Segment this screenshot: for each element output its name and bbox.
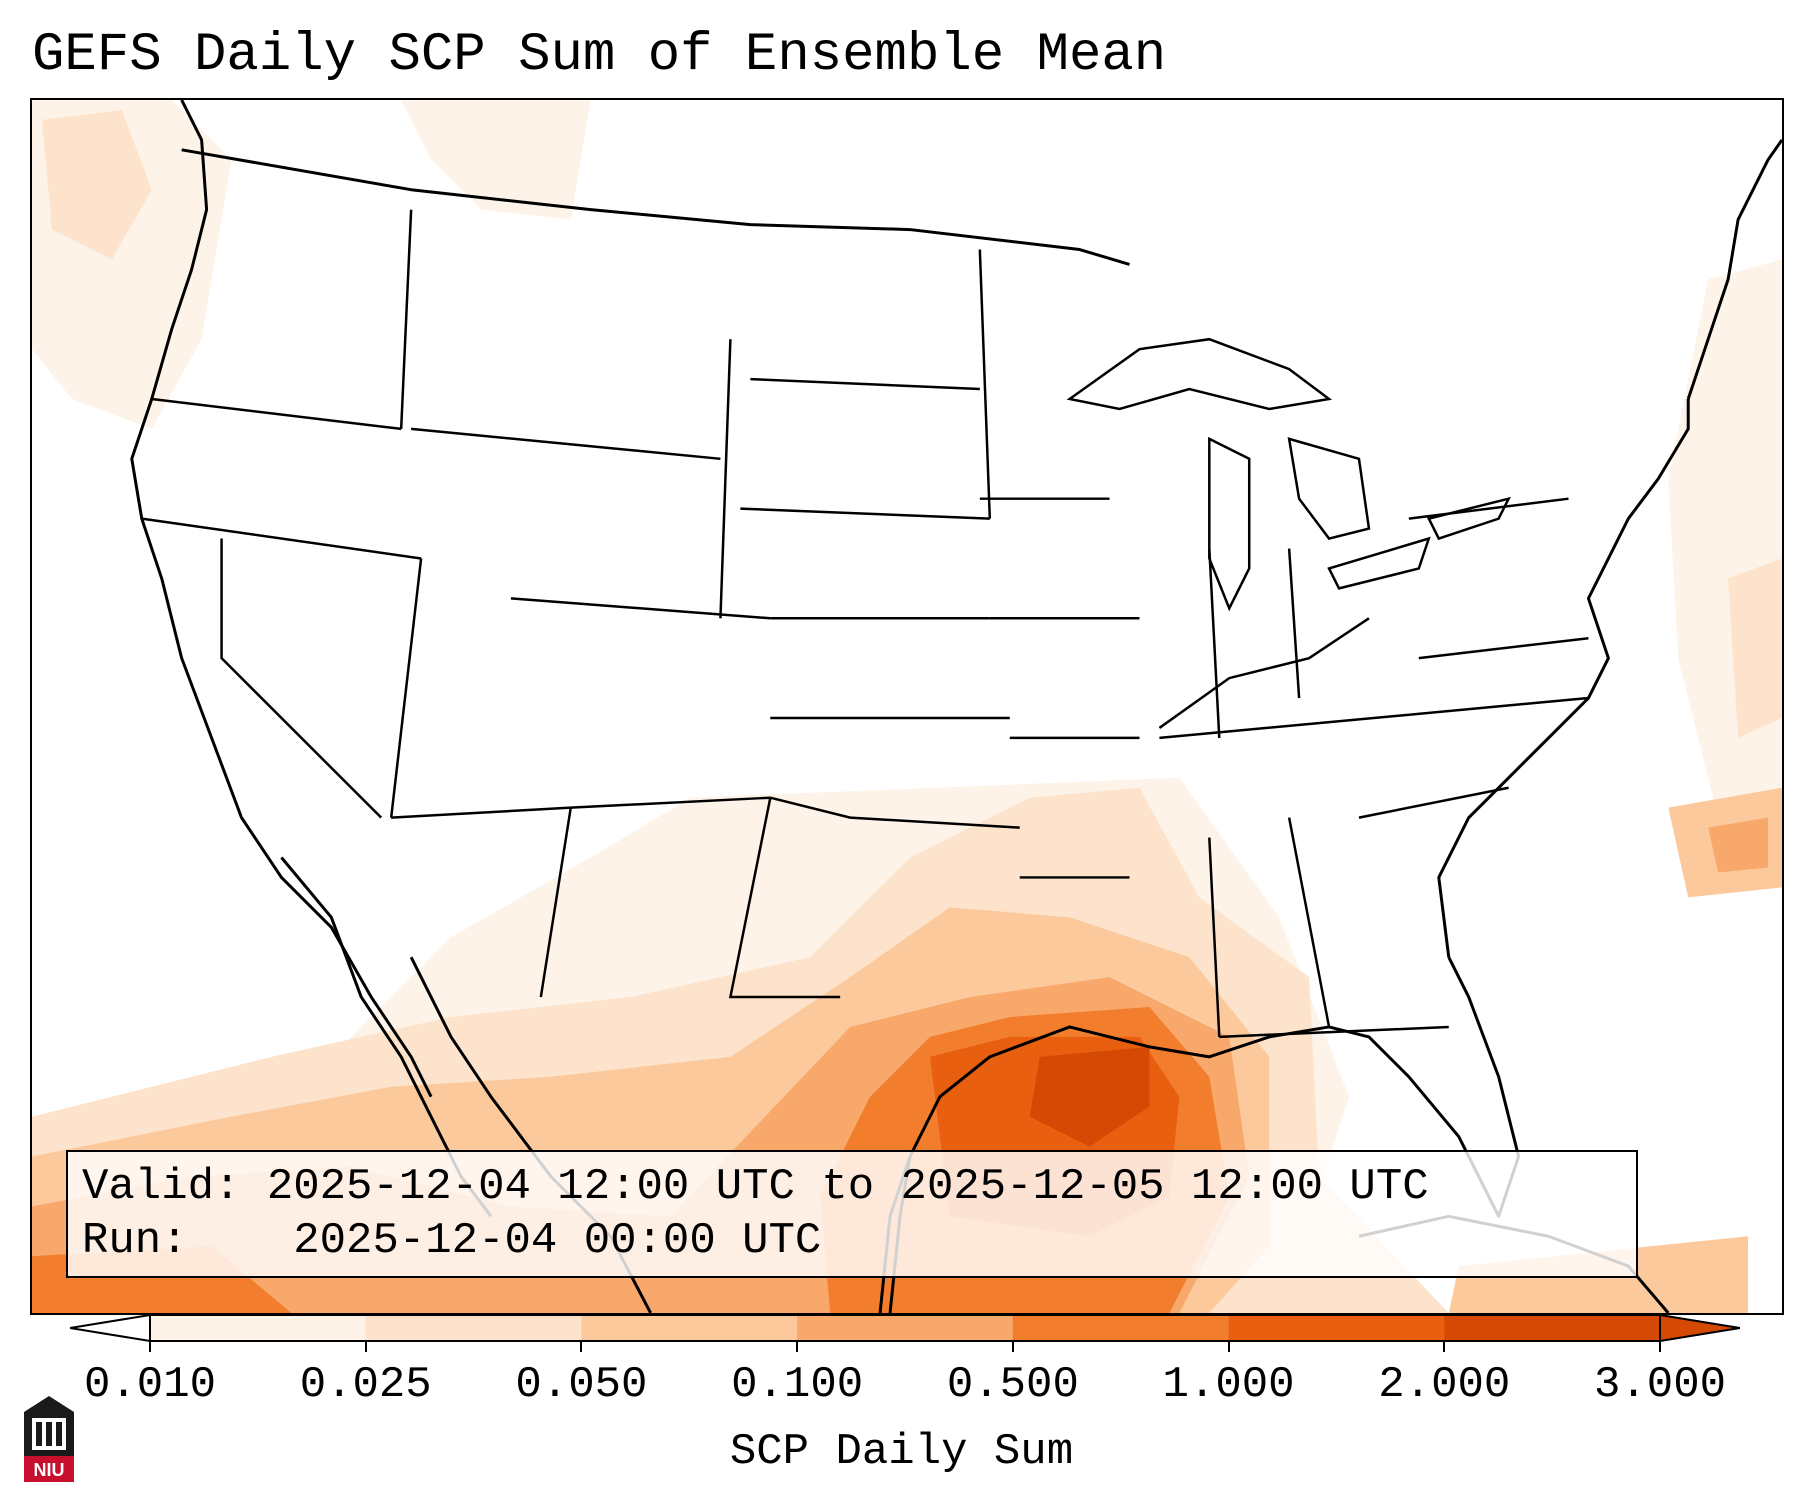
- run-row: Run: 2025-12-04 00:00 UTC: [82, 1214, 1622, 1268]
- border-in-oh: [1287, 548, 1301, 699]
- border-ohio-river: [1158, 617, 1370, 729]
- colorbar-segment: [1012, 1315, 1230, 1341]
- colorbar-tick-mark: [580, 1340, 583, 1352]
- colorbar-tick-mark: [796, 1340, 799, 1352]
- border-il-in: [1208, 548, 1221, 738]
- border-ga-fl: [1219, 1025, 1449, 1039]
- lake-michigan: [1208, 436, 1251, 612]
- border-wa-or: [151, 397, 402, 431]
- colorbar-extend-low: [69, 1313, 151, 1343]
- scp-map: [32, 100, 1782, 1313]
- great-lakes: [1066, 337, 1511, 612]
- field-pacific-nw-inner: [41, 109, 152, 260]
- colorbar-segment: [150, 1315, 367, 1341]
- colorbar: [69, 1313, 1741, 1343]
- lake-erie: [1327, 536, 1431, 590]
- colorbar-segment: [365, 1315, 582, 1341]
- valid-label: Valid:: [82, 1162, 241, 1212]
- field-east-atlantic: [1668, 259, 1782, 818]
- colorbar-tick-label: 0.050: [515, 1360, 648, 1410]
- field-atlantic-se-core: [1708, 817, 1769, 873]
- colorbar-segment: [581, 1315, 798, 1341]
- border-al-ga: [1287, 817, 1331, 1028]
- border-sd-ne: [740, 507, 990, 520]
- us-canada-border: [181, 148, 1130, 266]
- gulf-coast: [888, 956, 1521, 1313]
- border-ca-nv: [220, 538, 383, 819]
- border-mt-wy: [411, 427, 721, 461]
- colorbar-tick-label: 1.000: [1162, 1360, 1295, 1410]
- border-or-ca: [141, 517, 422, 560]
- field-north-canada: [401, 100, 591, 220]
- chart-title: GEFS Daily SCP Sum of Ensemble Mean: [32, 25, 1167, 86]
- border-wy-co: [510, 597, 771, 620]
- border-nv-ut: [389, 558, 423, 818]
- border-nm-tx: [728, 797, 841, 999]
- valid-value: 2025-12-04 12:00 UTC to 2025-12-05 12:00…: [266, 1162, 1429, 1212]
- border-tn-ky: [1159, 696, 1589, 740]
- run-label: Run:: [82, 1216, 188, 1266]
- state-borders: [141, 209, 1589, 1039]
- colorbar-tick-mark: [1443, 1340, 1446, 1352]
- valid-run-box: Valid: 2025-12-04 12:00 UTC to 2025-12-0…: [66, 1150, 1638, 1278]
- border-az-nm: [539, 807, 573, 998]
- colorbar-segment: [797, 1315, 1014, 1341]
- florida-atlantic-coast: [1437, 399, 1690, 958]
- colorbar-tick-mark: [1227, 1340, 1230, 1352]
- lake-superior: [1066, 337, 1333, 411]
- colorbar-tick-mark: [1659, 1340, 1661, 1352]
- border-nc-sc: [1358, 786, 1509, 819]
- colorbar-border: [149, 1314, 1661, 1342]
- colorbar-segment: [1444, 1315, 1661, 1341]
- colorbar-tick-mark: [1011, 1340, 1014, 1352]
- colorbar-extend-high: [1659, 1313, 1741, 1343]
- border-co-nm: [570, 796, 771, 809]
- valid-row: Valid: 2025-12-04 12:00 UTC to 2025-12-0…: [82, 1160, 1622, 1214]
- border-pa-south: [1418, 636, 1589, 660]
- colorbar-tick-mark: [149, 1340, 151, 1352]
- lake-huron: [1287, 437, 1371, 540]
- colorbar-tick-label: 0.010: [83, 1360, 217, 1410]
- map-panel: [30, 98, 1784, 1315]
- colorbar-label: SCP Daily Sum: [729, 1427, 1074, 1477]
- colorbar-tick-label: 3.000: [1593, 1360, 1727, 1410]
- lake-ontario: [1426, 496, 1511, 541]
- colorbar-svg: [69, 1313, 1741, 1343]
- field-gulf-peak: [1029, 1046, 1150, 1147]
- border-ut-az: [391, 806, 571, 819]
- border-vertical-wy-ne: [719, 339, 732, 619]
- border-id-mt: [399, 209, 413, 429]
- colorbar-tick-label: 0.100: [731, 1360, 864, 1410]
- colorbar-tick-label: 2.000: [1378, 1360, 1511, 1410]
- scp-field: [32, 100, 1782, 1313]
- run-value: 2025-12-04 00:00 UTC: [293, 1216, 822, 1266]
- colorbar-tick-mark: [364, 1340, 367, 1352]
- colorbar-tick-label: 0.500: [946, 1360, 1079, 1410]
- border-ms-al: [1208, 837, 1221, 1037]
- colorbar-segment: [1228, 1315, 1445, 1341]
- border-ok-tx: [770, 796, 1020, 829]
- colorbar-tick-label: 0.025: [299, 1360, 432, 1410]
- border-vertical-nd-mn: [978, 249, 992, 519]
- field-east-atlantic-mid: [1728, 558, 1782, 738]
- niu-logo-text: NIU: [34, 1460, 65, 1480]
- border-nd-sd: [750, 377, 980, 391]
- northeast-coast: [1686, 139, 1782, 400]
- niu-logo-icon: NIU: [24, 1396, 74, 1482]
- border-pa-ny: [1408, 497, 1569, 520]
